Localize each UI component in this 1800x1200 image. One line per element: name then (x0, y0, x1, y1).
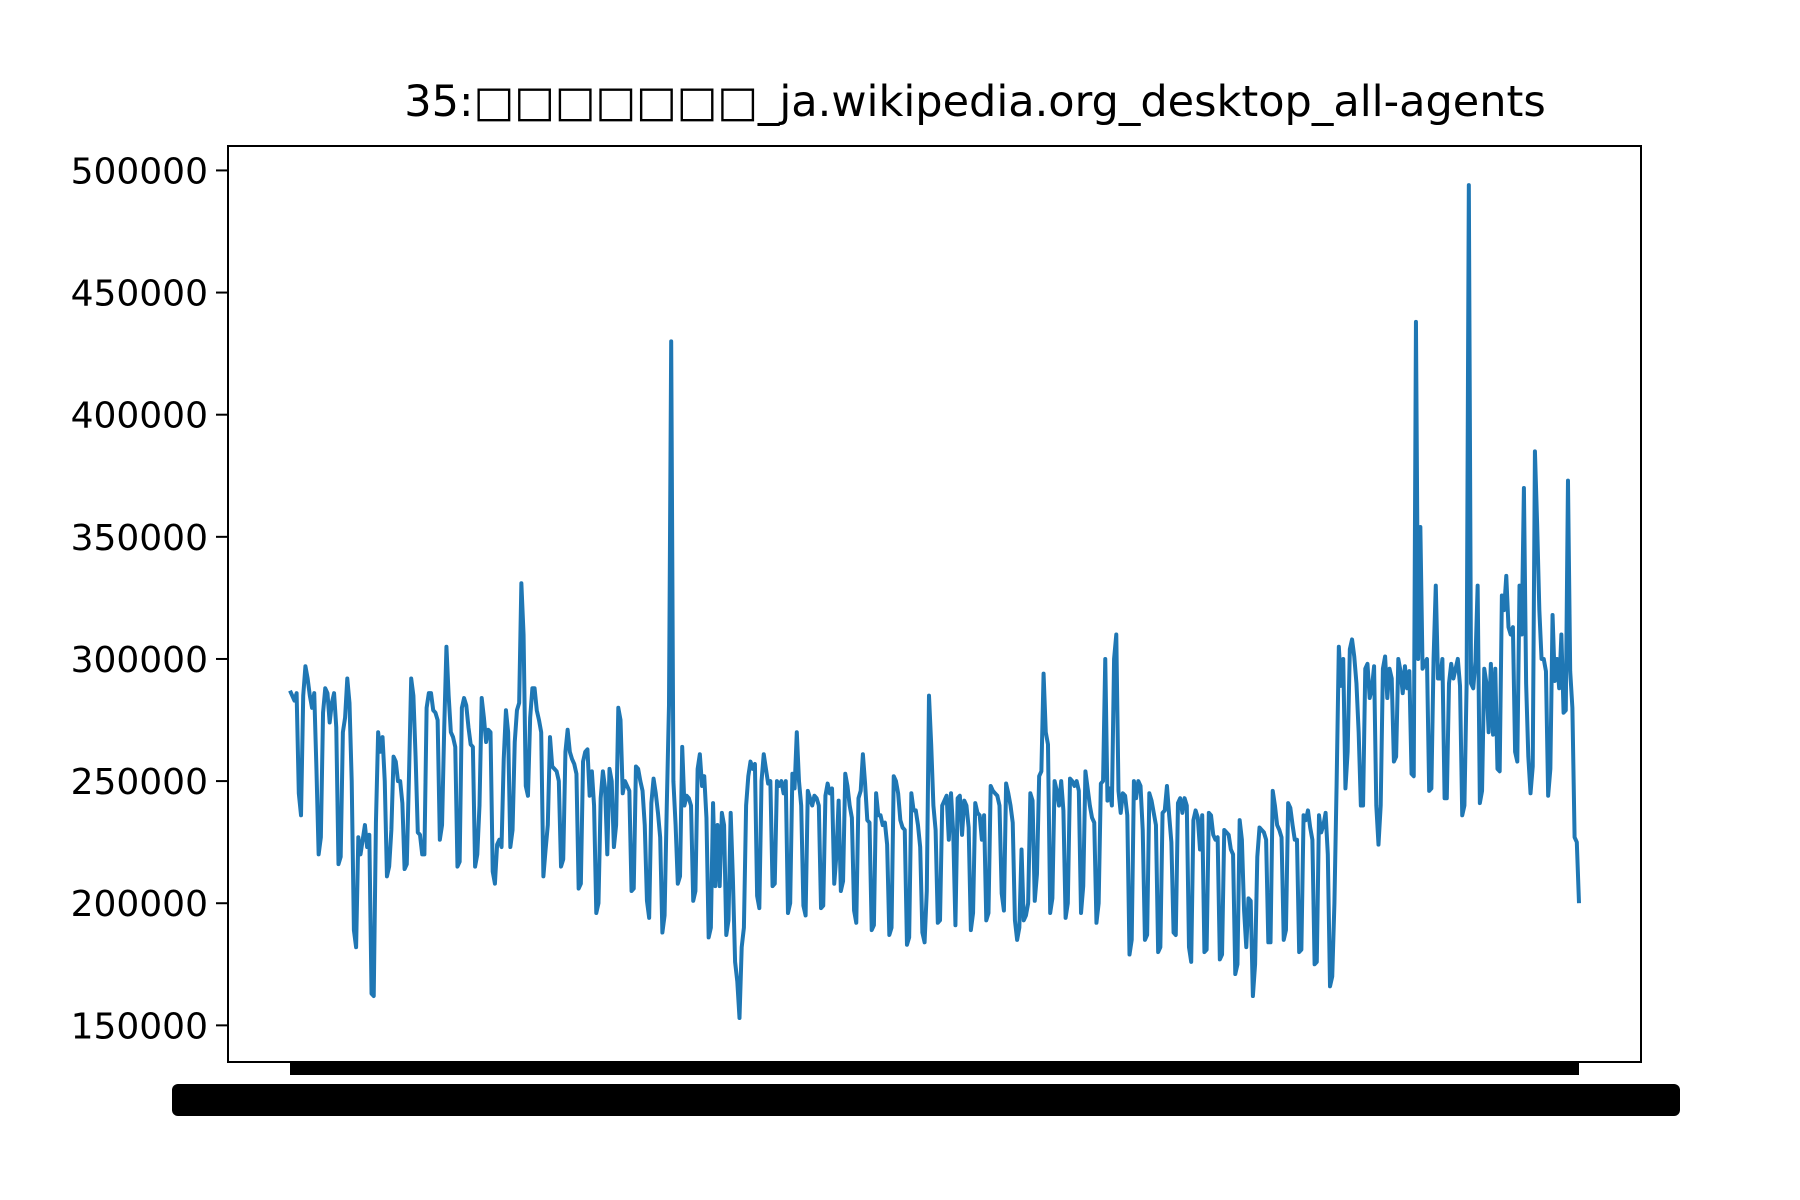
plot-data-group (288, 183, 1581, 1021)
y-tick-label: 300000 (71, 640, 208, 681)
y-tick-label: 250000 (71, 762, 208, 803)
y-axis: 150000 200000 250000 300000 350000 400000 4500… (71, 151, 228, 1047)
plot-area-frame (227, 145, 1642, 1063)
x-tick-marks-band (290, 1062, 1579, 1075)
y-tick-label: 400000 (71, 396, 208, 437)
chart-title: 35:□□□□□□□_ja.wikipedia.org_desktop_all-… (404, 77, 1545, 127)
y-tick-label: 350000 (71, 518, 208, 559)
x-tick-labels-band (172, 1084, 1680, 1116)
y-tick-label: 500000 (71, 151, 208, 192)
y-tick-label: 200000 (71, 884, 208, 925)
x-axis (172, 1062, 1680, 1116)
y-tick-label: 450000 (71, 274, 208, 315)
series-line (288, 183, 1581, 1021)
y-tick-label: 150000 (71, 1006, 208, 1047)
